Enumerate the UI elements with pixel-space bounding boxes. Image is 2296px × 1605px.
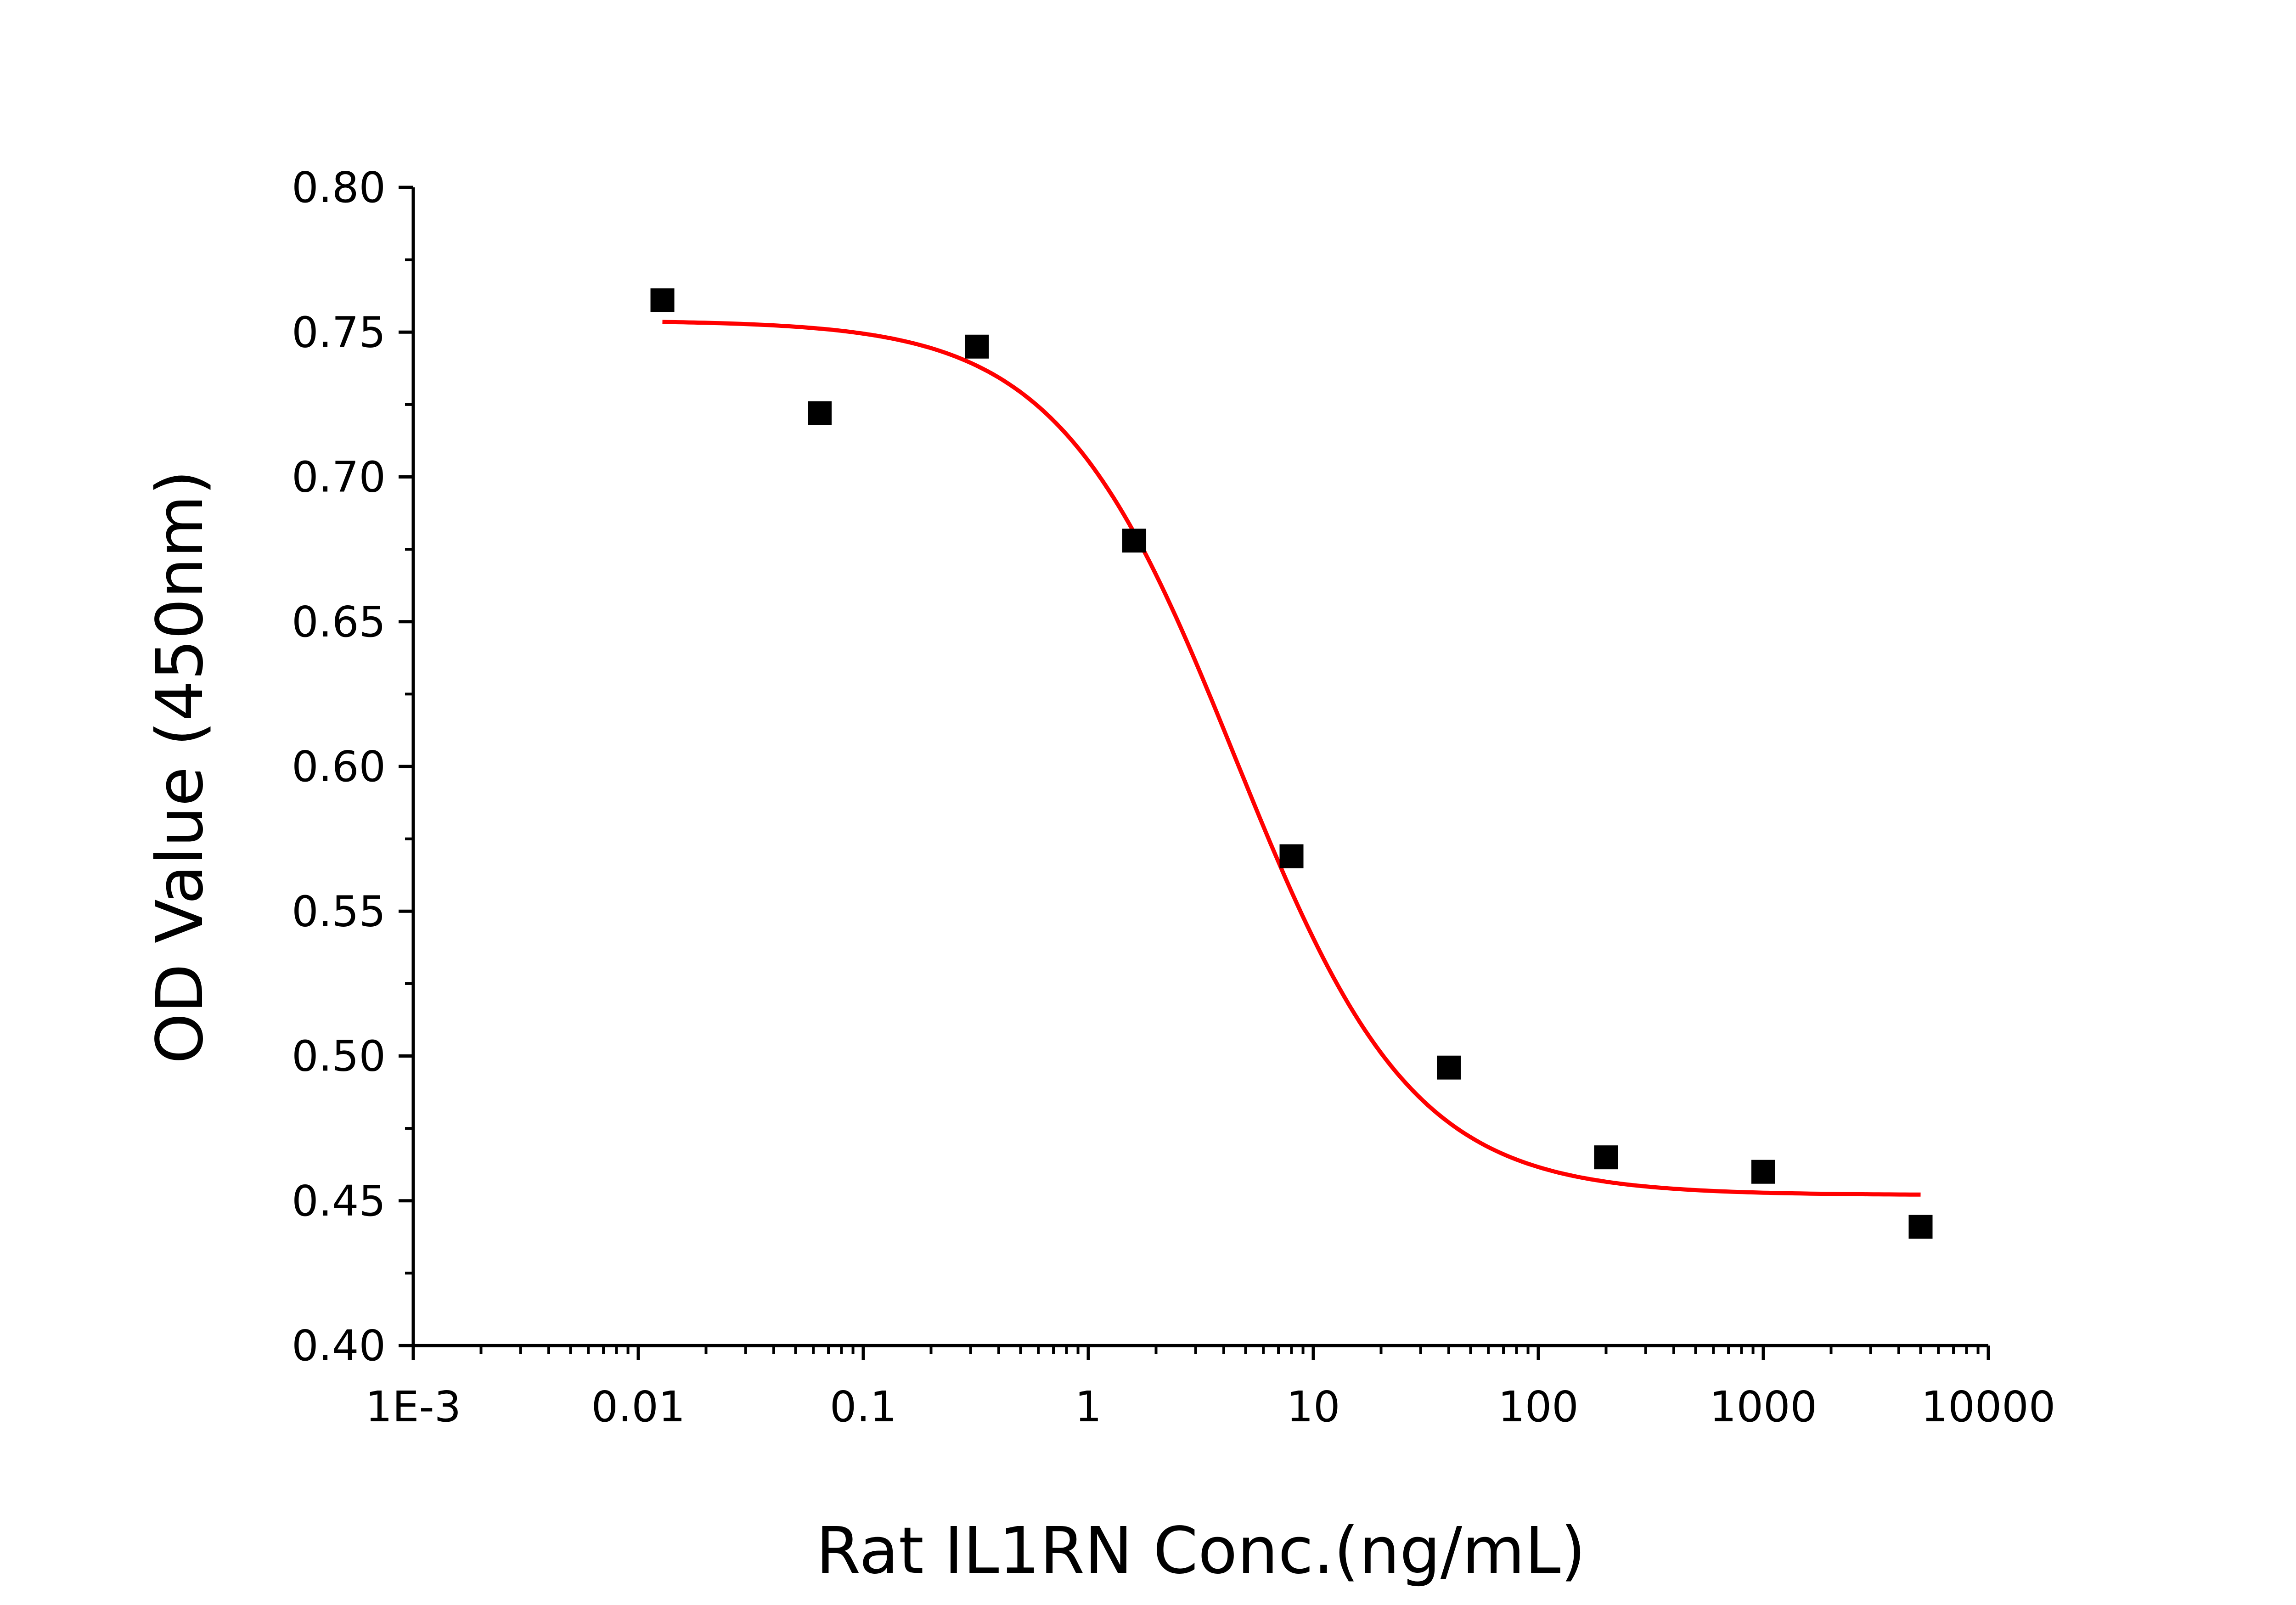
fit-curve: [662, 320, 1921, 1197]
data-point: [1751, 1160, 1775, 1184]
x-tick-label: 0.01: [591, 1382, 686, 1431]
x-axis-title: Rat IL1RN Conc.(ng/mL): [816, 1514, 1586, 1588]
y-tick-label: 0.60: [292, 742, 386, 791]
x-tick-label: 1: [1075, 1382, 1102, 1431]
data-point: [808, 401, 832, 425]
x-tick-label: 10: [1286, 1382, 1340, 1431]
y-tick-label: 0.65: [292, 597, 386, 647]
x-tick-label: 100: [1498, 1382, 1579, 1431]
x-ticks: 1E-3 0.01 0.1 1 10 100 1000 10000: [366, 1346, 2056, 1431]
data-point: [1122, 529, 1147, 553]
data-point: [1279, 844, 1304, 868]
y-axis-title: OD Value (450nm): [143, 470, 218, 1064]
data-point: [1594, 1145, 1618, 1170]
y-ticks: 0.40 0.45 0.50 0.55 0.60 0.65 0.70 0.75 0.80: [292, 163, 413, 1370]
x-tick-label: 1000: [1710, 1382, 1817, 1431]
x-tick-label: 0.1: [830, 1382, 897, 1431]
y-tick-label: 0.70: [292, 453, 386, 502]
x-tick-label: 1E-3: [366, 1382, 461, 1431]
data-points-layer: [650, 288, 1933, 1239]
data-point: [965, 334, 989, 359]
data-point: [650, 288, 675, 312]
y-tick-label: 0.40: [292, 1321, 386, 1370]
x-tick-label: 10000: [1921, 1382, 2056, 1431]
y-tick-label: 0.75: [292, 308, 386, 357]
y-tick-label: 0.80: [292, 163, 386, 212]
y-tick-label: 0.50: [292, 1032, 386, 1081]
fit-curve-layer: [662, 320, 1921, 1197]
y-tick-label: 0.45: [292, 1177, 386, 1226]
y-tick-label: 0.55: [292, 887, 386, 936]
data-point: [1908, 1215, 1933, 1239]
data-point: [1437, 1055, 1461, 1080]
